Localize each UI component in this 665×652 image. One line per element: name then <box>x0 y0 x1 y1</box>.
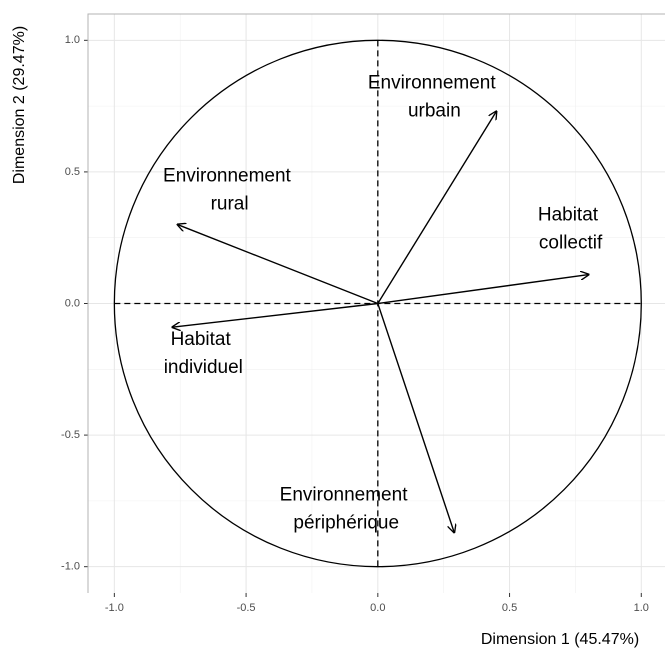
label-line: Habitat <box>171 329 236 350</box>
y-tick-label: 0.0 <box>65 297 80 309</box>
arrow-label: Environnement périphérique <box>280 484 413 533</box>
x-tick-label: 1.0 <box>634 602 649 614</box>
x-tick-label: -1.0 <box>105 602 124 614</box>
arrow <box>377 275 589 305</box>
arrow <box>377 303 454 533</box>
y-tick-label: 1.0 <box>65 34 80 46</box>
label-line: Habitat <box>538 205 603 226</box>
x-tick-label: 0.0 <box>370 602 385 614</box>
y-tick-label: -0.5 <box>61 429 80 441</box>
arrow <box>178 225 379 305</box>
label-line: Environnement <box>368 72 501 93</box>
arrow-label: Environnement urbain <box>368 72 501 121</box>
y-axis-title: Dimension 2 (29.47%) <box>11 26 28 184</box>
label-line: collectif <box>539 233 603 254</box>
label-line: urbain <box>408 100 461 121</box>
arrow-label: Habitat individuel <box>164 329 243 378</box>
x-axis-title: Dimension 1 (45.47%) <box>481 631 639 648</box>
label-line: Environnement <box>280 484 413 505</box>
label-line: Environnement <box>163 166 296 187</box>
label-line: rural <box>211 194 249 215</box>
x-tick-label: -0.5 <box>237 602 256 614</box>
label-line: périphérique <box>293 512 399 533</box>
arrow <box>377 111 497 304</box>
y-tick-label: 0.5 <box>65 166 80 178</box>
panel-border <box>87 13 665 593</box>
x-tick-label: 0.5 <box>502 602 517 614</box>
arrow-label: Habitat collectif <box>538 205 603 254</box>
arrow-label: Environnement rural <box>163 166 296 215</box>
label-line: individuel <box>164 357 243 378</box>
arrow <box>172 302 378 328</box>
y-tick-label: -1.0 <box>61 561 80 573</box>
